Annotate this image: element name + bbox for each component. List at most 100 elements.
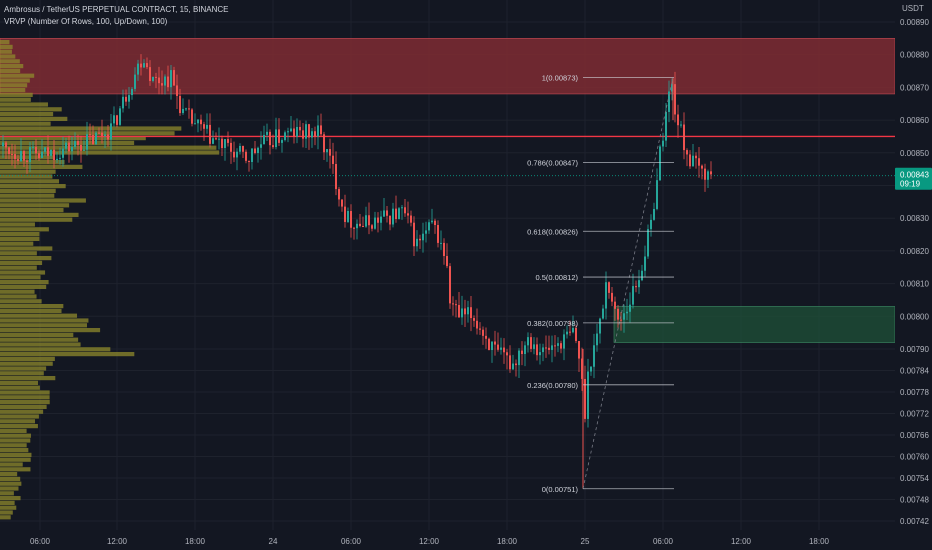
volume-profile-bar — [0, 121, 51, 126]
candle-body — [314, 131, 316, 137]
candle-body — [224, 138, 226, 149]
candle-body — [542, 347, 544, 353]
volume-profile-bar — [0, 500, 15, 505]
candle-body — [29, 147, 31, 162]
volume-profile-bar — [0, 376, 56, 381]
volume-profile — [0, 40, 220, 520]
candle-body — [122, 96, 124, 109]
candle-body — [698, 158, 700, 166]
candle-body — [113, 115, 115, 124]
candle-body — [548, 347, 550, 350]
candle-body — [227, 138, 229, 143]
candle-body — [95, 132, 97, 145]
candle-body — [323, 134, 325, 153]
candle-body — [446, 256, 448, 267]
candle-body — [602, 308, 604, 319]
volume-profile-bar — [0, 347, 111, 352]
candle-body — [494, 341, 496, 345]
candle-body — [92, 135, 94, 145]
price-tick-label: 0.00778 — [900, 388, 929, 397]
volume-profile-bar — [0, 232, 40, 237]
volume-profile-bar — [0, 299, 42, 304]
candle-body — [386, 210, 388, 216]
volume-profile-bar — [0, 188, 56, 193]
candle-body — [572, 328, 574, 333]
candle-body — [194, 123, 196, 125]
volume-profile-bar — [0, 174, 53, 179]
volume-profile-bar — [0, 83, 28, 88]
candle-body — [209, 124, 211, 144]
candle-body — [233, 151, 235, 158]
candle-body — [44, 147, 46, 152]
candle-body — [206, 124, 208, 129]
price-tick-label: 0.00784 — [900, 367, 929, 376]
volume-profile-bar — [0, 385, 40, 390]
candle-body — [497, 344, 499, 350]
candle-body — [242, 145, 244, 152]
candle-body — [410, 215, 412, 223]
candle-body — [587, 371, 589, 419]
candle-body — [350, 211, 352, 228]
candle-body — [14, 154, 16, 160]
volume-profile-bar — [0, 212, 79, 217]
volume-profile-bar — [0, 49, 12, 54]
candle-body — [506, 352, 508, 356]
candle-body — [515, 363, 517, 366]
volume-profile-bar — [0, 73, 35, 78]
candle-body — [305, 124, 307, 139]
volume-profile-bar — [0, 265, 37, 270]
time-tick-label: 06:00 — [653, 537, 674, 546]
volume-profile-bar — [0, 260, 43, 265]
price-axis: 0.00890 0.00880 0.00870 0.00860 0.00850 0.008… — [895, 0, 932, 550]
price-badge-countdown: 09:19 — [900, 180, 921, 189]
candle-body — [284, 132, 286, 141]
chart-header: Ambrosus / TetherUS PERPETUAL CONTRACT, … — [4, 4, 229, 28]
candle-body — [605, 282, 607, 309]
time-tick-label: 12:00 — [419, 537, 440, 546]
candle-body — [584, 378, 586, 419]
candle-body — [401, 207, 403, 209]
candle-body — [563, 334, 565, 349]
candle-body — [347, 211, 349, 222]
time-tick-label: 06:00 — [341, 537, 362, 546]
volume-profile-bar — [0, 40, 10, 45]
candle-body — [308, 124, 310, 138]
candle-body — [707, 171, 709, 180]
candle-body — [59, 157, 61, 159]
candle-body — [629, 304, 631, 312]
candle-body — [179, 95, 181, 114]
volume-profile-bar — [0, 491, 14, 496]
volume-profile-bar — [0, 198, 86, 203]
candle-body — [653, 208, 655, 220]
candle-body — [569, 331, 571, 333]
candle-body — [332, 155, 334, 164]
candle-body — [557, 343, 559, 346]
candle-body — [431, 220, 433, 223]
candle-body — [434, 220, 436, 226]
candle-body — [512, 363, 514, 370]
candle-body — [110, 123, 112, 140]
volume-profile-bar — [0, 371, 44, 376]
candle-body — [98, 132, 100, 134]
time-tick-label: 18:00 — [185, 537, 206, 546]
volume-profile-bar — [0, 419, 36, 424]
candle-body — [452, 303, 454, 305]
candle-body — [461, 308, 463, 318]
candle-body — [128, 95, 130, 102]
volume-profile-bar — [0, 366, 47, 371]
candle-body — [695, 155, 697, 159]
candle-body — [296, 126, 298, 137]
candle-body — [668, 91, 670, 112]
volume-profile-bar — [0, 280, 49, 285]
candle-body — [356, 223, 358, 229]
candle-body — [161, 83, 163, 86]
candle-body — [659, 146, 661, 181]
candle-body — [41, 151, 43, 159]
candle-body — [392, 208, 394, 225]
volume-profile-bar — [0, 323, 87, 328]
price-tick-label: 0.00860 — [900, 116, 929, 125]
candle-body — [560, 343, 562, 349]
volume-profile-bar — [0, 164, 83, 169]
